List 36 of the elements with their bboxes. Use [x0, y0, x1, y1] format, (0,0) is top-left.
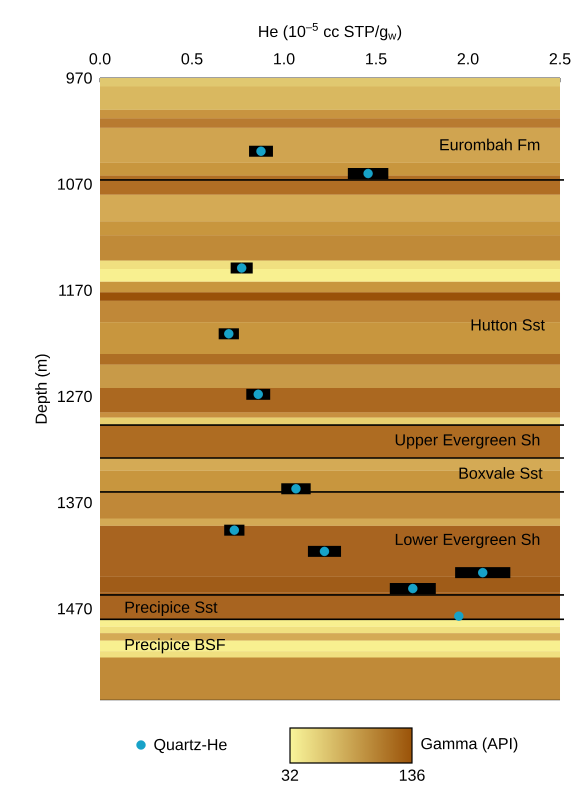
- point: [254, 390, 263, 400]
- point: [454, 611, 464, 621]
- point: [320, 546, 330, 556]
- point: [230, 525, 240, 535]
- x-tick-label: 2.5: [550, 53, 570, 64]
- point: [236, 263, 246, 273]
- x-tick-label: 1.0: [274, 53, 294, 64]
- y-tick-label: 1170: [59, 284, 92, 296]
- point: [291, 484, 301, 494]
- y-tick-label: 1370: [58, 496, 92, 508]
- y-axis-title: Depth (m): [35, 354, 50, 424]
- y-tick-label: 1070: [58, 178, 92, 190]
- point: [256, 146, 266, 156]
- x-tick-label: 0.5: [182, 53, 202, 64]
- x-tick-label: 0.0: [90, 53, 110, 64]
- annotation: Hutton Sst: [472, 319, 545, 331]
- annotation: Lower Evergreen Sh: [396, 533, 540, 548]
- legend-label: Quartz-He: [154, 738, 227, 754]
- annotation: Eurombah Fm: [440, 138, 540, 150]
- annotation: Upper Evergreen Sh: [396, 434, 540, 449]
- y-tick-label: 970: [66, 72, 92, 84]
- y-tick-label: 1270: [58, 390, 92, 402]
- x-axis-title: He (10$^{–5}$ cc STP/g$_{w}$): [259, 22, 402, 40]
- point: [408, 584, 418, 594]
- annotation: Precipice Sst: [126, 601, 218, 616]
- point: [363, 168, 373, 178]
- color-bar-label: 136: [400, 770, 425, 781]
- annotation: Precipice BSF: [126, 638, 225, 654]
- y-tick-label: 1470: [58, 603, 92, 614]
- x-tick-label: 1.5: [366, 53, 386, 64]
- point: [478, 568, 488, 578]
- color-bar-label: 32: [282, 770, 298, 781]
- color-bar-title: Gamma (API): [421, 738, 518, 752]
- point: [224, 329, 234, 339]
- annotation: Boxvale Sst: [460, 467, 543, 479]
- x-tick-label: 2.0: [458, 53, 478, 64]
